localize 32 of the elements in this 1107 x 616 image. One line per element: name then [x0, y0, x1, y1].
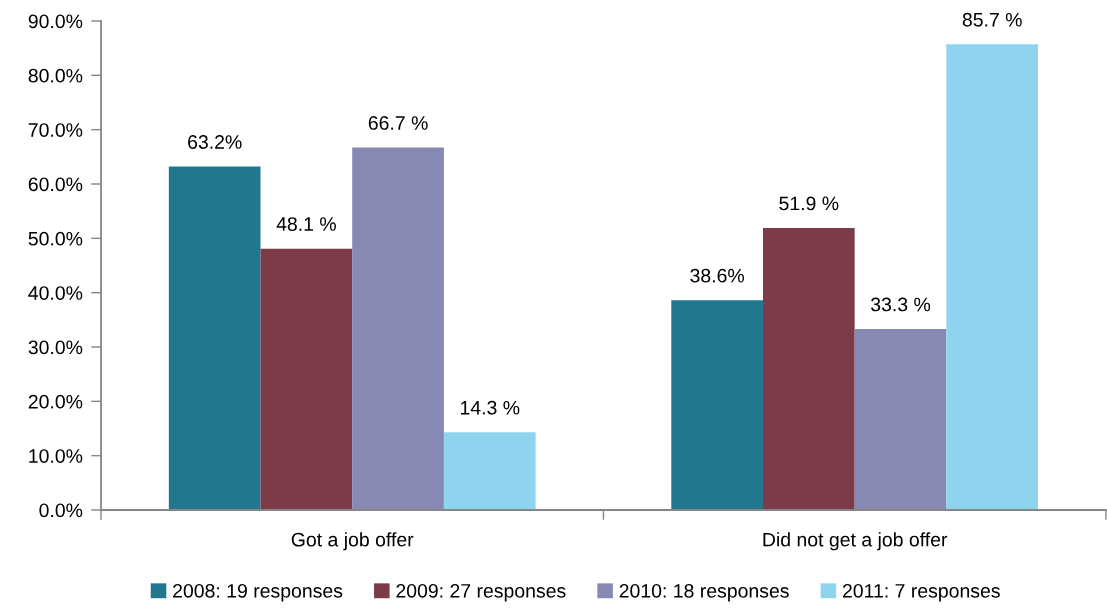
data-label: 66.7 %: [368, 116, 428, 130]
bar: [352, 147, 444, 510]
bar: [854, 329, 947, 510]
legend-label: 2011: 7 responses: [842, 583, 1000, 602]
y-tick-label: 30.0%: [28, 340, 83, 355]
bar: [946, 44, 1039, 510]
data-label: 14.3 %: [460, 400, 520, 415]
y-tick-label: 40.0%: [28, 286, 83, 300]
bar: [443, 432, 536, 510]
bar: [168, 166, 261, 510]
legend-label: 2009: 27 responses: [396, 583, 566, 602]
legend-label: 2010: 18 responses: [619, 583, 789, 602]
data-label: 48.1 %: [276, 217, 336, 231]
y-tick-label: 10.0%: [29, 449, 83, 463]
bar: [671, 300, 763, 510]
x-tick-label: Did not get a job offer: [763, 532, 948, 551]
y-tick-label: 50.0%: [28, 231, 83, 246]
y-tick-label: 80.0%: [28, 68, 83, 83]
legend-label: 2008: 19 responses: [173, 583, 343, 602]
data-label: 63.2%: [188, 135, 242, 149]
data-label: 33.3 %: [870, 297, 931, 312]
bar: [762, 228, 855, 510]
y-tick-label: 20.0%: [28, 394, 83, 409]
y-tick-label: 60.0%: [28, 177, 83, 192]
y-tick-label: 90.0%: [28, 14, 83, 29]
x-tick-label: Got a job offer: [291, 532, 414, 551]
data-label: 51.9 %: [779, 196, 839, 211]
y-tick-label: 0.0%: [39, 503, 83, 518]
data-label: 38.6%: [690, 268, 744, 283]
y-tick-label: 70.0%: [28, 123, 83, 137]
bar: [260, 248, 353, 510]
data-label: 85.7 %: [962, 12, 1022, 27]
